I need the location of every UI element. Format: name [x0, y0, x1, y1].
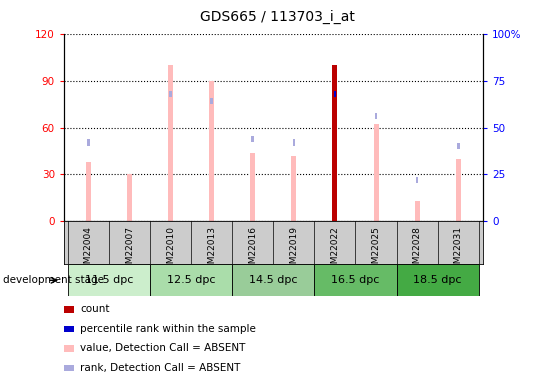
Bar	[397, 264, 479, 296]
Bar	[209, 81, 214, 221]
Text: percentile rank within the sample: percentile rank within the sample	[80, 324, 256, 334]
Text: 12.5 dpc: 12.5 dpc	[167, 275, 215, 285]
Bar	[292, 140, 295, 146]
Text: GSM22013: GSM22013	[207, 226, 216, 275]
Text: development stage: development stage	[3, 275, 104, 285]
Text: GSM22016: GSM22016	[248, 226, 258, 275]
Bar	[374, 124, 379, 221]
Bar	[86, 162, 91, 221]
Bar	[334, 91, 336, 97]
Text: 11.5 dpc: 11.5 dpc	[85, 275, 133, 285]
Bar	[251, 136, 254, 142]
Text: value, Detection Call = ABSENT: value, Detection Call = ABSENT	[80, 344, 246, 353]
Bar	[416, 177, 418, 183]
Bar	[250, 153, 255, 221]
Text: GSM22010: GSM22010	[166, 226, 175, 275]
Text: GSM22007: GSM22007	[125, 226, 134, 275]
Bar	[150, 264, 232, 296]
Bar	[232, 264, 315, 296]
Text: GSM22022: GSM22022	[330, 226, 340, 275]
Text: 18.5 dpc: 18.5 dpc	[413, 275, 462, 285]
Text: rank, Detection Call = ABSENT: rank, Detection Call = ABSENT	[80, 363, 241, 373]
Bar	[291, 156, 296, 221]
Bar	[415, 201, 420, 221]
Text: GSM22004: GSM22004	[84, 226, 93, 275]
Bar	[332, 65, 337, 221]
Bar	[210, 98, 213, 104]
Bar	[168, 65, 173, 221]
Text: GSM22031: GSM22031	[453, 226, 463, 275]
Bar	[169, 91, 172, 97]
Bar	[127, 174, 132, 221]
Text: GSM22028: GSM22028	[412, 226, 422, 275]
Bar	[315, 264, 397, 296]
Text: GSM22019: GSM22019	[289, 226, 299, 275]
Bar	[375, 113, 377, 119]
Bar	[87, 140, 90, 146]
Text: GDS665 / 113703_i_at: GDS665 / 113703_i_at	[200, 9, 355, 24]
Bar	[68, 264, 150, 296]
Text: 16.5 dpc: 16.5 dpc	[331, 275, 380, 285]
Text: count: count	[80, 304, 110, 314]
Bar	[457, 143, 460, 149]
Text: GSM22025: GSM22025	[371, 226, 381, 275]
Bar	[456, 159, 461, 221]
Text: 14.5 dpc: 14.5 dpc	[249, 275, 297, 285]
